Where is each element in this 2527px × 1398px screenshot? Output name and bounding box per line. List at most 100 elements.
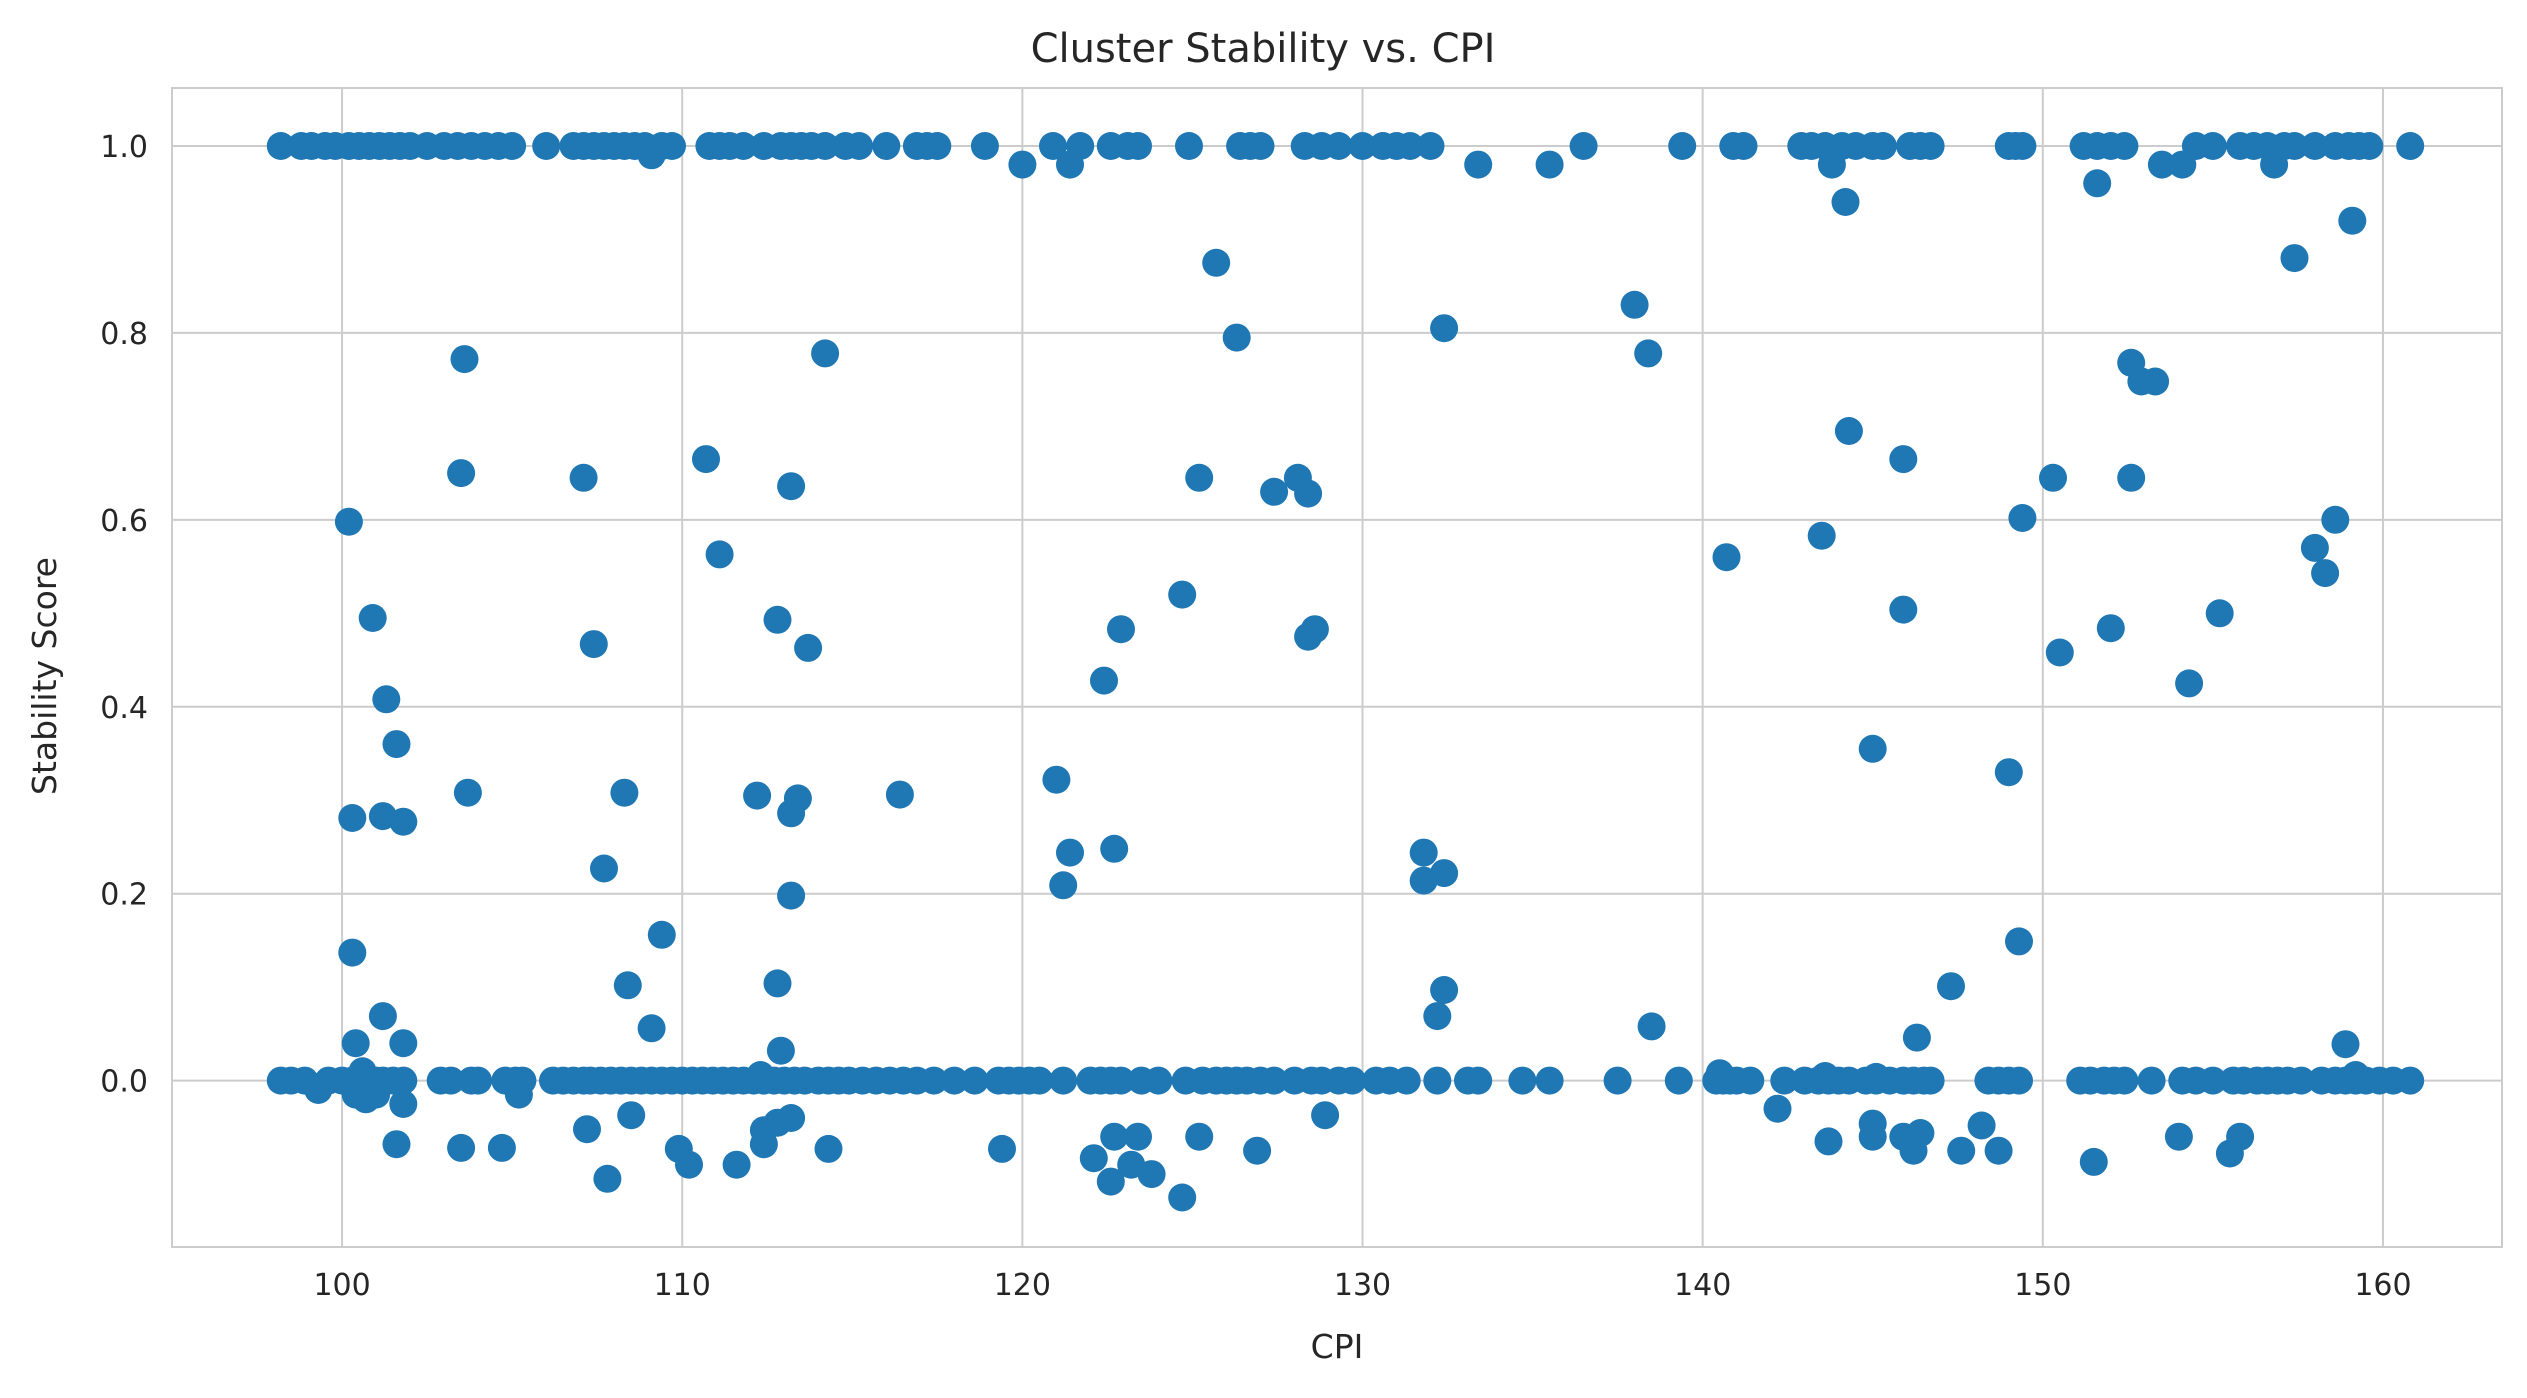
- data-point: [1729, 132, 1758, 160]
- data-point: [1984, 1136, 2013, 1165]
- data-point: [1508, 1066, 1537, 1095]
- data-point: [1260, 1066, 1289, 1095]
- data-point: [940, 1066, 969, 1095]
- axes-border: [171, 87, 2503, 1248]
- data-point: [1430, 314, 1459, 343]
- data-point: [845, 132, 874, 160]
- data-point: [746, 1061, 775, 1089]
- data-point: [1763, 1094, 1792, 1123]
- data-point: [372, 685, 401, 714]
- data-point: [777, 881, 806, 910]
- data-point: [1348, 132, 1377, 160]
- data-point: [341, 1029, 370, 1058]
- data-point: [783, 784, 812, 813]
- data-point: [498, 132, 527, 160]
- data-point: [1902, 1023, 1931, 1052]
- data-point: [590, 854, 618, 883]
- data-point: [960, 1066, 989, 1095]
- x-tick-label: 140: [1674, 1268, 1731, 1303]
- data-point: [763, 605, 792, 634]
- data-point: [1409, 866, 1438, 895]
- data-point: [2045, 638, 2074, 667]
- data-point: [1770, 1066, 1799, 1095]
- data-point: [2110, 1066, 2139, 1095]
- data-points: [266, 132, 2425, 1212]
- data-point: [1430, 976, 1459, 1004]
- data-point: [1712, 543, 1741, 572]
- x-tick-label: 150: [2014, 1268, 2071, 1303]
- data-point: [2280, 132, 2309, 160]
- data-point: [593, 1164, 622, 1193]
- data-point: [2005, 927, 2033, 956]
- data-point: [447, 1133, 476, 1162]
- data-point: [658, 132, 686, 160]
- data-point: [1535, 150, 1564, 179]
- data-point: [1889, 595, 1918, 624]
- data-point: [1831, 188, 1860, 216]
- data-point: [2039, 463, 2067, 492]
- y-tick-label: 0.2: [100, 878, 148, 913]
- data-point: [334, 507, 363, 536]
- data-point: [436, 1066, 465, 1095]
- data-point: [2280, 244, 2309, 273]
- data-point: [1834, 417, 1863, 445]
- data-point: [2117, 463, 2146, 492]
- data-point: [1868, 132, 1897, 160]
- data-point: [2096, 614, 2125, 643]
- data-point: [1100, 1122, 1129, 1151]
- data-point: [362, 1080, 391, 1109]
- data-point: [464, 1066, 493, 1095]
- data-point: [338, 804, 367, 832]
- data-point: [304, 1076, 333, 1104]
- data-point: [1056, 838, 1084, 867]
- data-point: [1603, 1066, 1632, 1095]
- chart-title: Cluster Stability vs. CPI: [1031, 26, 1496, 72]
- data-point: [1906, 1119, 1935, 1147]
- data-point: [1811, 1062, 1840, 1090]
- data-point: [2079, 1147, 2108, 1176]
- data-point: [1185, 463, 1214, 492]
- data-point: [811, 132, 840, 160]
- data-point: [569, 463, 598, 492]
- data-point: [872, 132, 901, 160]
- data-point: [579, 630, 608, 659]
- data-point: [1300, 615, 1329, 644]
- x-tick-label: 110: [654, 1268, 711, 1303]
- data-point: [1107, 615, 1135, 644]
- data-point: [2008, 504, 2037, 532]
- data-point: [1137, 1160, 1166, 1189]
- x-axis-label: CPI: [1311, 1327, 1364, 1366]
- data-point: [1409, 838, 1438, 867]
- data-point: [970, 132, 999, 160]
- data-point: [794, 633, 823, 662]
- data-point: [1246, 132, 1275, 160]
- data-point: [2083, 169, 2112, 198]
- data-point: [1423, 1066, 1452, 1095]
- data-point: [1243, 1136, 1272, 1165]
- data-point: [814, 1134, 843, 1163]
- data-point: [1096, 1167, 1125, 1196]
- data-point: [532, 132, 561, 160]
- data-point: [1814, 1127, 1843, 1156]
- x-tick-label: 120: [994, 1268, 1051, 1303]
- data-point: [338, 938, 367, 967]
- data-point: [1967, 1111, 1996, 1140]
- data-point: [2137, 1066, 2166, 1095]
- data-point: [2355, 132, 2384, 160]
- data-point: [2008, 132, 2037, 160]
- data-point: [2321, 505, 2350, 534]
- data-point: [2005, 1066, 2033, 1095]
- data-point: [1025, 1066, 1054, 1095]
- plot-frame: [171, 87, 2503, 1248]
- data-point: [1392, 1066, 1421, 1095]
- data-point: [2164, 1122, 2193, 1151]
- data-point: [1168, 1183, 1197, 1212]
- data-point: [2338, 206, 2367, 235]
- data-point: [766, 1036, 795, 1065]
- data-point: [1124, 1122, 1152, 1151]
- data-point: [1994, 758, 2023, 787]
- data-point: [613, 971, 642, 1000]
- data-point: [1916, 132, 1945, 160]
- data-point: [389, 1029, 418, 1058]
- data-point: [389, 807, 418, 836]
